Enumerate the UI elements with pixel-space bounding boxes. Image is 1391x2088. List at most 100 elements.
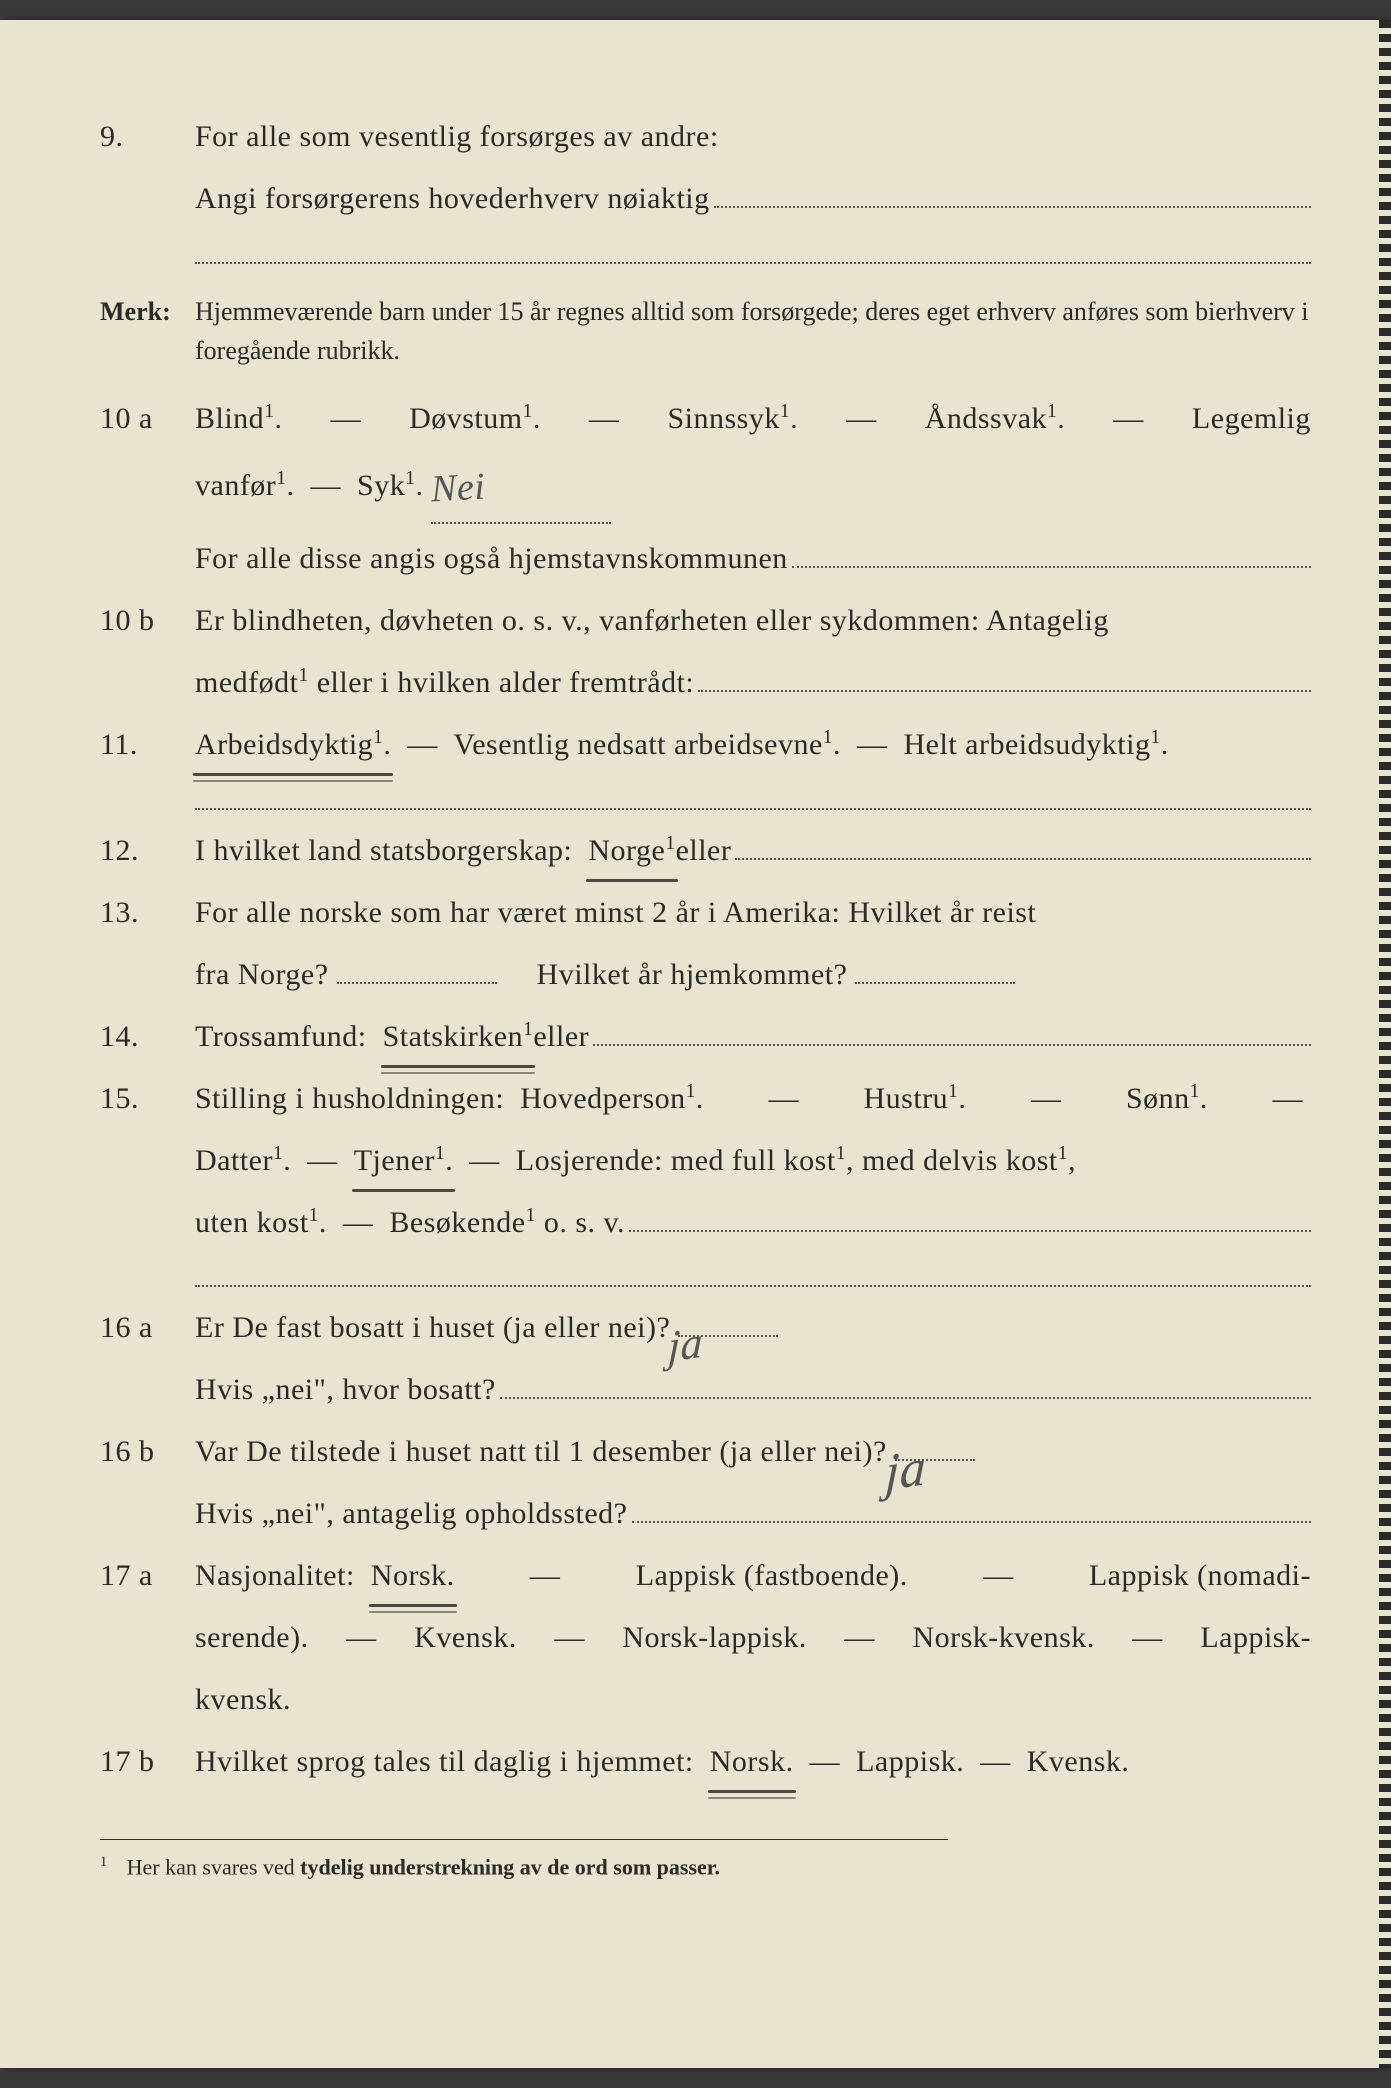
opt-sprog-norsk-selected: Norsk. (710, 1735, 794, 1789)
q16b-hvis-nei: Hvis „nei", antagelig opholdssted? (195, 1487, 628, 1541)
opt-losjerende-full: Losjerende: med full kost (516, 1144, 836, 1177)
q12-row: 12. I hvilket land statsborgerskap: Norg… (100, 824, 1311, 878)
q17b-row: 17 b Hvilket sprog tales til daglig i hj… (100, 1735, 1311, 1789)
q10a-num: 10 a (100, 392, 195, 446)
q15-row3: uten kost1. — Besøkende1 o. s. v. (100, 1196, 1311, 1250)
opt-sinnssyk: Sinnssyk (667, 402, 779, 435)
q10a-row3: For alle disse angis også hjemstavnskomm… (100, 532, 1311, 586)
opt-lappisk-nomad: Lappisk (nomadi- (1089, 1549, 1311, 1603)
q16a-num: 16 a (100, 1301, 195, 1355)
opt-syk: Syk (357, 469, 405, 502)
q16b-row2: Hvis „nei", antagelig opholdssted? (100, 1487, 1311, 1541)
q15-text: Stilling i husholdningen: (195, 1082, 504, 1115)
opt-udyktig: Helt arbeidsudyktig (904, 728, 1151, 761)
footnote-text: Her kan svares ved (127, 1855, 295, 1880)
blank-year-returned (855, 982, 1015, 984)
opt-blind: Blind (195, 402, 264, 435)
blank-line (500, 1369, 1311, 1399)
opt-losjerende-delvis: med delvis kost (862, 1144, 1058, 1177)
q15-row1: 15. Stilling i husholdningen: Hovedperso… (100, 1072, 1311, 1126)
q17a-row1: 17 a Nasjonalitet: Norsk. — Lappisk (fas… (100, 1549, 1311, 1603)
opt-kvensk: Kvensk. (414, 1611, 517, 1665)
blank-answer: ja (895, 1459, 975, 1461)
q16a-hvis-nei: Hvis „nei", hvor bosatt? (195, 1363, 496, 1417)
q10a-row1: 10 a Blind1. — Døvstum1. — Sinnssyk1. — … (100, 392, 1311, 446)
q14-eller: eller (533, 1010, 589, 1064)
q13-row1: 13. For alle norske som har været minst … (100, 886, 1311, 940)
blank-year-left (337, 982, 497, 984)
opt-sprog-lappisk: Lappisk. (856, 1745, 964, 1778)
q10b-medfodt: medfødt (195, 666, 298, 699)
opt-kvensk-cont: kvensk. (195, 1673, 1311, 1727)
q16a-row2: Hvis „nei", hvor bosatt? (100, 1363, 1311, 1417)
q16b-question: Var De tilstede i huset natt til 1 desem… (195, 1435, 887, 1468)
opt-norsk-selected: Norsk. (371, 1549, 455, 1603)
opt-hustru: Hustru (863, 1082, 948, 1115)
blank-line (195, 1262, 1311, 1288)
opt-norge-selected: Norge1 (588, 824, 675, 878)
q10b-row1: 10 b Er blindheten, døvheten o. s. v., v… (100, 594, 1311, 648)
opt-sonn: Sønn (1126, 1082, 1190, 1115)
q13-fra: fra Norge? (195, 958, 329, 991)
footnote: 1 Her kan svares ved tydelig understrekn… (100, 1839, 948, 1880)
q13-num: 13. (100, 886, 195, 940)
merk-note: Merk: Hjemmeværende barn under 15 år reg… (100, 292, 1311, 370)
merk-text: Hjemmeværende barn under 15 år regnes al… (195, 292, 1311, 370)
q13-text1: For alle norske som har været minst 2 år… (195, 886, 1311, 940)
opt-uten-kost: uten kost (195, 1206, 309, 1239)
blank-line (714, 178, 1311, 208)
census-form-page: 9. For alle som vesentlig forsørges av a… (0, 20, 1391, 2068)
q17a-row3: kvensk. (100, 1673, 1311, 1727)
q13-row2: fra Norge? Hvilket år hjemkommet? (100, 948, 1311, 1002)
q11-num: 11. (100, 718, 195, 772)
q13-hjemkommet: Hvilket år hjemkommet? (537, 958, 848, 991)
footnote-bold: tydelig understrekning av de ord som pas… (300, 1855, 720, 1880)
q9-text1: For alle som vesentlig forsørges av andr… (195, 110, 1311, 164)
opt-serende: serende). (195, 1611, 309, 1665)
q10b-text1: Er blindheten, døvheten o. s. v., vanfør… (195, 594, 1311, 648)
q16a-row1: 16 a Er De fast bosatt i huset (ja eller… (100, 1301, 1311, 1355)
blank-line (195, 784, 1311, 810)
q9-row1: 9. For alle som vesentlig forsørges av a… (100, 110, 1311, 164)
blank-line (632, 1493, 1312, 1523)
opt-arbeidsdyktig-selected: Arbeidsdyktig1. (195, 718, 391, 772)
blank-line (698, 662, 1311, 692)
q14-text: Trossamfund: (195, 1010, 367, 1064)
opt-norsk-kvensk: Norsk-kvensk. (912, 1611, 1094, 1665)
q14-row: 14. Trossamfund: Statskirken1 eller (100, 1010, 1311, 1064)
blank-line (629, 1202, 1311, 1232)
opt-sprog-kvensk: Kvensk. (1027, 1745, 1130, 1778)
q12-num: 12. (100, 824, 195, 878)
q10b-num: 10 b (100, 594, 195, 648)
q14-num: 14. (100, 1010, 195, 1064)
q10a-row2: vanfør1. — Syk1. Nei (100, 454, 1311, 524)
opt-datter: Datter (195, 1144, 273, 1177)
q17a-text: Nasjonalitet: (195, 1559, 355, 1592)
q10a-answer-blank: Nei (431, 454, 611, 524)
opt-hovedperson: Hovedperson (520, 1082, 685, 1115)
q12-eller: eller (676, 824, 732, 878)
q17b-num: 17 b (100, 1735, 195, 1789)
blank-line (792, 538, 1311, 568)
opt-lappisk-fast: Lappisk (fastboende). (636, 1549, 908, 1603)
opt-legemlig: Legemlig (1192, 392, 1311, 446)
q16b-num: 16 b (100, 1425, 195, 1479)
q10b-alder: eller i hvilken alder fremtrådt: (309, 666, 695, 699)
opt-statskirken-selected: Statskirken1 (383, 1010, 534, 1064)
blank-line (735, 830, 1311, 860)
handwritten-nei: Nei (430, 452, 488, 523)
opt-norsk-lappisk: Norsk-lappisk. (622, 1611, 806, 1665)
q17b-text: Hvilket sprog tales til daglig i hjemmet… (195, 1745, 694, 1778)
blank-answer: ja (678, 1335, 778, 1337)
q15-num: 15. (100, 1072, 195, 1126)
q10a-hjemstavn: For alle disse angis også hjemstavnskomm… (195, 532, 788, 586)
q15-row2: Datter1. — Tjener1. — Losjerende: med fu… (100, 1134, 1311, 1188)
q9-text2: Angi forsørgerens hovederhverv nøiaktig (195, 172, 710, 226)
q9-num: 9. (100, 110, 195, 164)
opt-besokende: Besøkende (389, 1206, 525, 1239)
q17a-num: 17 a (100, 1549, 195, 1603)
opt-tjener-selected: Tjener1. (354, 1134, 454, 1188)
q16b-row1: 16 b Var De tilstede i huset natt til 1 … (100, 1425, 1311, 1479)
q16a-question: Er De fast bosatt i huset (ja eller nei)… (195, 1311, 670, 1344)
q10b-row2: medfødt1 eller i hvilken alder fremtrådt… (100, 656, 1311, 710)
